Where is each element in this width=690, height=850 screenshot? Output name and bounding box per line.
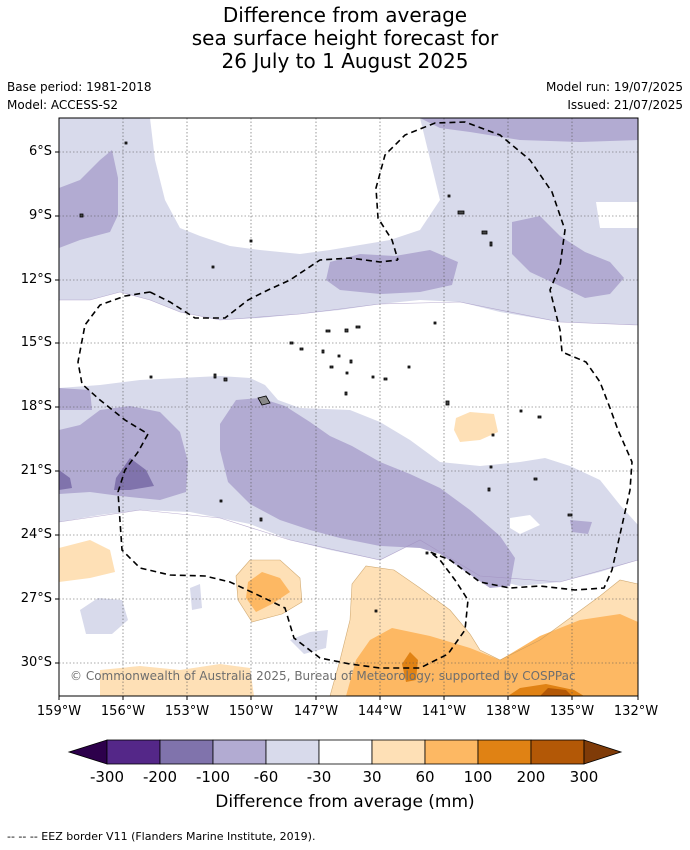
lon-tick-label: 150°W: [228, 704, 274, 719]
lon-tick-label: 141°W: [421, 704, 467, 719]
region-neutral-south-notch: [510, 515, 540, 534]
region-pos-mid-se: [346, 614, 638, 696]
region-neg-mid-ne: [420, 118, 638, 142]
meta-right: Model run: 19/07/2025 Issued: 21/07/2025: [546, 78, 683, 114]
region-pos-extreme: [540, 688, 572, 696]
colorbar-tick-label: -60: [253, 768, 279, 786]
region-neg-mid-north-central: [326, 250, 458, 294]
issued-date: Issued: 21/07/2025: [567, 98, 683, 112]
colorbar-bin-5: [318, 739, 373, 765]
region-neg-light-sw: [80, 598, 128, 634]
eez-legend: -- -- -- EEZ border V11 (Flanders Marine…: [7, 830, 316, 843]
lat-tick-label: 9°S: [28, 208, 52, 223]
region-neg-mid-central: [220, 398, 515, 588]
lat-tick-label: 12°S: [20, 272, 52, 287]
lat-tick-label: 15°S: [20, 335, 52, 350]
colorbar-bin-2: [159, 739, 214, 765]
meta-left: Base period: 1981-2018 Model: ACCESS-S2: [7, 78, 152, 114]
region-neg-strong-edge: [59, 470, 72, 490]
lon-tick-label: 156°W: [100, 704, 146, 719]
colorbar-tick-label: 60: [415, 768, 435, 786]
lat-tick-label: 18°S: [20, 399, 52, 414]
lon-tick-label: 153°W: [164, 704, 210, 719]
map-title: Difference from average sea surface heig…: [0, 4, 690, 73]
model-name: Model: ACCESS-S2: [7, 98, 119, 112]
colorbar: [67, 739, 623, 765]
lon-tick-label: 138°W: [485, 704, 531, 719]
colorbar-tick-label: -300: [89, 768, 125, 786]
colorbar-bin-6: [371, 739, 426, 765]
colorbar-label: Difference from average (mm): [215, 792, 475, 812]
region-pos-mid-center: [246, 572, 290, 612]
eez-border-west: [149, 257, 399, 319]
lat-tick-label: 6°S: [28, 144, 52, 159]
title-line-3: 26 July to 1 August 2025: [221, 49, 469, 73]
region-neg-light-s2: [190, 584, 202, 610]
colorbar-bin-3: [212, 739, 267, 765]
colorbar-bin-1: [106, 739, 161, 765]
colorbar-bin-4: [265, 739, 320, 765]
lat-tick-label: 21°S: [20, 463, 52, 478]
lat-tick-label: 27°S: [20, 591, 52, 606]
axis-ticks: [55, 151, 639, 700]
eez-borders: [77, 121, 633, 669]
region-neg-mid-west: [59, 406, 188, 500]
lat-tick-label: 30°S: [20, 655, 52, 670]
colorbar-bin-7: [424, 739, 479, 765]
colorbar-tick-label: 200: [516, 768, 546, 786]
colorbar-tick-label: -30: [306, 768, 332, 786]
lon-tick-label: 135°W: [549, 704, 595, 719]
lon-tick-label: 132°W: [613, 704, 659, 719]
region-neg-mid-east-small: [570, 520, 592, 534]
colorbar-tick-label: -200: [142, 768, 178, 786]
region-neg-mid-nw: [59, 150, 118, 248]
contour-lines-warm: [235, 559, 638, 696]
region-pos-light-west: [59, 540, 115, 582]
colorbar-tick-label: -100: [195, 768, 231, 786]
region-pos-strong-1: [402, 652, 418, 682]
eez-border-loop: [77, 121, 633, 669]
region-neg-strong-west: [114, 458, 154, 490]
islands: [79, 141, 573, 613]
lat-tick-label: 24°S: [20, 527, 52, 542]
region-neutral-ne: [596, 202, 638, 228]
region-pos-light-island: [454, 412, 498, 442]
colorbar-tick-label: 100: [463, 768, 493, 786]
copyright-notice: © Commonwealth of Australia 2025, Bureau…: [70, 669, 576, 683]
anomaly-field: [59, 118, 638, 696]
lon-tick-label: 147°W: [293, 704, 339, 719]
region-pos-light-south: [100, 664, 254, 696]
colorbar-tick-label: 30: [362, 768, 382, 786]
region-neg-mid-sw: [59, 388, 92, 410]
colorbar-bin-9: [530, 739, 585, 765]
base-period: Base period: 1981-2018: [7, 80, 152, 94]
title-line-1: Difference from average: [222, 3, 468, 27]
colorbar-bin-8: [477, 739, 532, 765]
title-line-2: sea surface height forecast for: [191, 26, 499, 50]
region-neg-light-sc: [290, 630, 328, 654]
lon-tick-label: 144°W: [357, 704, 403, 719]
model-run: Model run: 19/07/2025: [545, 80, 683, 94]
colorbar-extend-low: [67, 739, 108, 765]
colorbar-extend-high: [583, 739, 623, 765]
colorbar-tick-label: 300: [569, 768, 599, 786]
lon-tick-label: 159°W: [36, 704, 82, 719]
region-neg-mid-east: [512, 216, 624, 298]
